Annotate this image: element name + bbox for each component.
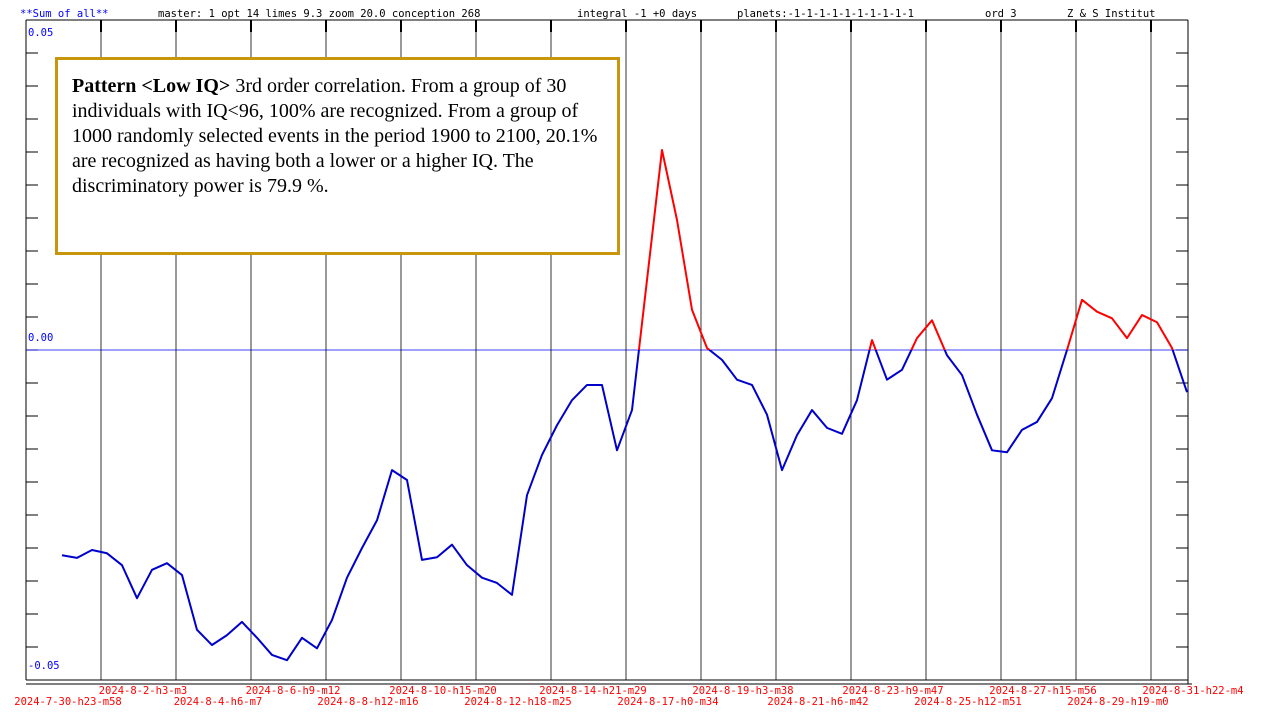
annotation: Pattern <Low IQ> 3rd order correlation. … [55, 57, 620, 255]
x-tick-label: 2024-8-23-h9-m47 [842, 685, 943, 697]
header-text: **Sum of all** [20, 8, 109, 20]
x-tick-label: 2024-8-8-h12-m16 [317, 696, 418, 708]
header-text: planets:-1-1-1-1-1-1-1-1-1-1 [737, 8, 914, 20]
x-tick-label: 2024-8-29-h19-m0 [1067, 696, 1168, 708]
x-tick-label: 2024-8-10-h15-m20 [389, 685, 496, 697]
x-tick-label: 2024-8-4-h6-m7 [174, 696, 263, 708]
x-tick-label: 2024-8-19-h3-m38 [692, 685, 793, 697]
y-tick-label: 0.00 [28, 332, 53, 344]
annotation-text: 3rd order correlation. From a group of 3… [72, 75, 598, 197]
x-tick-label: 2024-8-2-h3-m3 [99, 685, 188, 697]
x-tick-label: 2024-8-25-h12-m51 [914, 696, 1021, 708]
x-tick-label: 2024-8-21-h6-m42 [767, 696, 868, 708]
x-tick-label: 2024-8-12-h18-m25 [464, 696, 571, 708]
x-tick-label: 2024-8-14-h21-m29 [539, 685, 646, 697]
y-tick-label: 0.05 [28, 27, 53, 39]
data-line-negative [61, 350, 1188, 662]
x-tick-label: 2024-8-27-h15-m56 [989, 685, 1096, 697]
annotation-bold: Pattern <Low IQ> [72, 75, 231, 97]
x-tick-label: 2024-8-31-h22-m4 [1142, 685, 1243, 697]
header-text: master: 1 opt 14 limes 9.3 zoom 20.0 con… [158, 8, 480, 20]
header-text: integral -1 +0 days [577, 8, 697, 20]
x-tick-label: 2024-7-30-h23-m58 [14, 696, 121, 708]
x-tick-label: 2024-8-17-h0-m34 [617, 696, 718, 708]
header-text: ord 3 [985, 8, 1017, 20]
x-tick-label: 2024-8-6-h9-m12 [246, 685, 341, 697]
header-text: Z & S Institut [1067, 8, 1156, 20]
y-tick-label: -0.05 [28, 660, 60, 672]
